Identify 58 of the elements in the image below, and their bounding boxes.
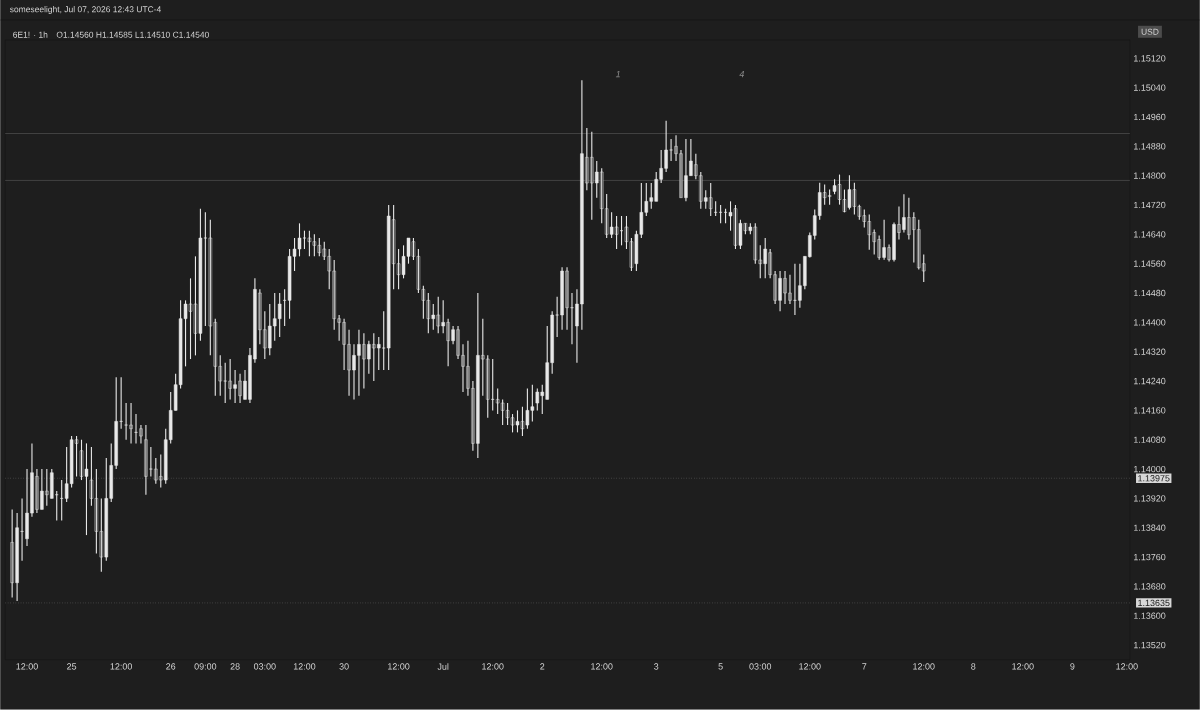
y-tick-label: 1.13840 (1134, 524, 1166, 532)
y-tick-label: 1.14400 (1134, 319, 1166, 326)
y-tick-label: 1.14560 (1134, 260, 1166, 267)
x-tick-label: 12:00 (799, 663, 821, 670)
chart-title: 6E1! · 1h (13, 31, 48, 38)
y-tick-label: 1.14080 (1134, 436, 1166, 444)
x-tick-label: 30 (339, 663, 349, 670)
y-tick-label: 1.13920 (1134, 495, 1166, 502)
x-tick-label: 12:00 (293, 663, 316, 670)
candlestick (535, 387, 540, 412)
y-tick-label: 1.15040 (1134, 84, 1166, 91)
x-tick-label: 12:00 (1012, 663, 1034, 670)
y-tick-label: 1.15120 (1134, 55, 1166, 62)
y-tick-label: 1.14320 (1134, 348, 1166, 356)
y-tick-label: 1.14480 (1134, 289, 1166, 297)
x-tick-label: 12:00 (913, 663, 935, 670)
y-tick-label: 1.13600 (1134, 612, 1166, 620)
candlestick (277, 292, 282, 338)
y-tick-label: 1.13520 (1134, 642, 1166, 649)
y-tick-label: 1.14640 (1134, 231, 1166, 238)
x-tick-label: Jul (437, 663, 449, 670)
y-tick-label: 1.13680 (1134, 583, 1166, 590)
x-tick-label: 2 (540, 663, 545, 670)
ref-line-label: 1.13635 (1138, 599, 1170, 607)
ref-line-label: 1.13975 (1138, 475, 1170, 482)
x-tick-label: 03:00 (253, 663, 276, 670)
x-tick-label: 09:00 (194, 663, 217, 670)
x-tick-label: 9 (1070, 663, 1075, 670)
x-tick-label: 12:00 (1116, 663, 1138, 670)
candlestick (708, 182, 713, 217)
y-tick-label: 1.14880 (1134, 143, 1166, 150)
x-tick-label: 5 (718, 663, 723, 670)
chart-subtitle: O1.14560 H1.14585 L1.14510 C1.14540 (56, 31, 209, 38)
x-tick-label: 12:00 (110, 663, 133, 670)
y-tick-label: 1.13760 (1134, 554, 1166, 561)
x-tick-label: 03:00 (749, 663, 772, 670)
x-tick-label: 25 (67, 663, 77, 670)
y-tick-label: 1.14720 (1134, 201, 1166, 209)
y-tick-label: 1.14240 (1134, 377, 1166, 385)
candlestick (307, 230, 312, 258)
x-tick-label: 26 (166, 663, 176, 670)
x-tick-label: 12:00 (388, 663, 410, 670)
y-tick-label: 1.14800 (1134, 172, 1166, 179)
x-tick-label: 12:00 (591, 663, 613, 670)
y-axis-title: USD (1141, 28, 1159, 35)
x-tick-label: 7 (862, 663, 867, 670)
annotation: 1 (615, 71, 620, 78)
x-tick-label: 3 (654, 663, 659, 670)
annotation: 4 (739, 71, 744, 78)
y-tick-label: 1.14000 (1134, 466, 1166, 473)
x-tick-label: 12:00 (16, 663, 38, 670)
y-tick-label: 1.14960 (1134, 113, 1166, 121)
candlestick (381, 310, 386, 371)
x-tick-label: 12:00 (482, 663, 504, 670)
x-tick-label: 28 (230, 663, 240, 670)
y-tick-label: 1.14160 (1134, 407, 1166, 414)
x-tick-label: 8 (971, 663, 976, 670)
text: someseelight, Jul 07, 2026 12:43 UTC-4 (9, 6, 161, 15)
